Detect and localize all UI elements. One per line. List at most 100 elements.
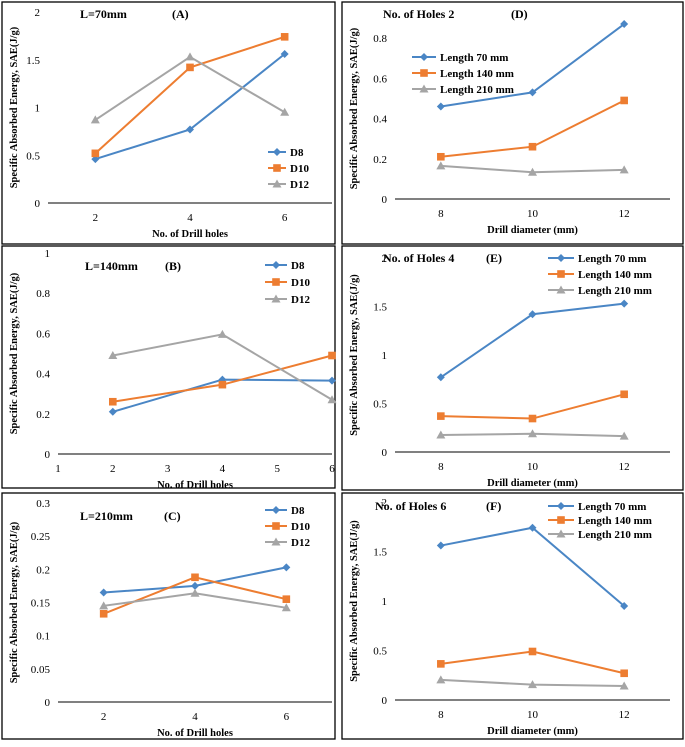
legend-marker bbox=[272, 179, 282, 188]
y-tick-label: 1.5 bbox=[26, 55, 40, 67]
legend-marker bbox=[272, 506, 280, 514]
y-tick-label: 0 bbox=[382, 695, 388, 707]
y-tick-label: 0.6 bbox=[36, 328, 50, 340]
series-d8 bbox=[99, 563, 291, 597]
data-point bbox=[619, 431, 629, 440]
chart-c: 0 0.05 0.1 0.15 0.2 0.25 0.3 2 4 6 No. of Drill ho… bbox=[1, 492, 336, 740]
chart-a: 0 0.5 1 1.5 2 2 4 6 No. of Drill holes Specific A… bbox=[1, 1, 336, 245]
y-axis-label-f: Specific Absorbed Energy, SAE(J/g) bbox=[349, 520, 360, 682]
series-d12 bbox=[90, 52, 290, 124]
chart-title-f: No. of Holes 6 bbox=[375, 499, 446, 513]
x-tick-label: 4 bbox=[187, 212, 193, 224]
series-length-210-mm bbox=[436, 161, 629, 176]
panel-a-border bbox=[1, 1, 336, 245]
legend-label: D12 bbox=[291, 537, 310, 549]
data-point bbox=[437, 412, 445, 420]
legend-marker bbox=[556, 529, 566, 538]
legend-label: Length 210 mm bbox=[578, 529, 652, 541]
data-point bbox=[90, 115, 100, 124]
y-tick-label: 1 bbox=[382, 350, 388, 362]
series-length-70-mm bbox=[436, 299, 629, 382]
x-tick-label: 8 bbox=[438, 709, 444, 721]
legend-marker bbox=[271, 537, 281, 546]
y-tick-label: 2 bbox=[382, 497, 388, 509]
y-tick-label: 1.5 bbox=[373, 547, 387, 559]
legend-b: D8 D10 D12 bbox=[265, 260, 310, 306]
data-point bbox=[280, 33, 289, 41]
data-point bbox=[108, 407, 117, 416]
y-tick-label: 1.5 bbox=[373, 302, 387, 314]
data-point bbox=[436, 541, 445, 550]
y-tick-label: 0.2 bbox=[36, 564, 50, 576]
data-point bbox=[217, 329, 227, 338]
data-point bbox=[280, 107, 290, 116]
data-point bbox=[436, 373, 445, 382]
y-tick-label: 0.15 bbox=[31, 598, 51, 610]
data-point bbox=[620, 390, 628, 399]
x-tick-label: 8 bbox=[438, 461, 444, 473]
y-tick-label: 1 bbox=[35, 103, 41, 115]
x-tick-label: 10 bbox=[527, 461, 539, 473]
x-tick-label: 10 bbox=[527, 709, 539, 721]
x-tick-label: 3 bbox=[165, 463, 171, 475]
data-point bbox=[620, 299, 629, 308]
y-tick-label: 0.8 bbox=[36, 288, 50, 300]
data-point bbox=[108, 351, 118, 360]
data-point bbox=[109, 397, 117, 406]
y-axis-label-b: Specific Absorbed Energy, SAE(J/g) bbox=[9, 272, 20, 434]
panel-e-border bbox=[341, 245, 684, 491]
data-point bbox=[191, 581, 199, 590]
x-tick-label: 2 bbox=[93, 212, 99, 224]
panel-label-a: (A) bbox=[172, 7, 189, 21]
legend-marker bbox=[272, 522, 280, 530]
y-tick-label: 0.3 bbox=[36, 498, 50, 510]
y-tick-label: 0.5 bbox=[373, 646, 387, 658]
data-point bbox=[281, 603, 291, 612]
series-length-70-mm bbox=[436, 523, 629, 610]
y-tick-label: 2 bbox=[35, 7, 41, 19]
x-tick-label: 6 bbox=[329, 463, 335, 475]
legend-label: Length 70 mm bbox=[440, 52, 508, 64]
y-tick-label: 0.5 bbox=[373, 399, 387, 411]
chart-title-c: L=210mm bbox=[80, 509, 133, 523]
panel-d-border bbox=[341, 1, 684, 245]
data-point bbox=[620, 96, 628, 105]
data-point bbox=[436, 675, 446, 684]
legend-e: Length 70 mm Length 140 mm Length 210 mm bbox=[548, 253, 652, 297]
data-point bbox=[436, 161, 446, 170]
legend-marker bbox=[420, 69, 428, 77]
x-tick-label: 6 bbox=[282, 212, 288, 224]
chart-title-b: L=140mm bbox=[85, 259, 138, 273]
panel-f-border bbox=[341, 492, 684, 740]
y-tick-label: 0 bbox=[45, 697, 51, 709]
legend-a: D8 D10 D12 bbox=[268, 147, 309, 191]
x-tick-label: 5 bbox=[274, 463, 280, 475]
y-tick-label: 0.4 bbox=[36, 369, 50, 381]
legend-marker bbox=[419, 84, 429, 93]
legend-label: Length 140 mm bbox=[578, 269, 652, 281]
legend-label: Length 70 mm bbox=[578, 253, 646, 265]
y-tick-label: 0.6 bbox=[373, 73, 387, 85]
legend-marker bbox=[273, 148, 281, 156]
data-point bbox=[328, 351, 336, 360]
legend-marker bbox=[420, 53, 428, 61]
series-d12 bbox=[99, 588, 291, 612]
legend-marker bbox=[556, 285, 566, 294]
x-axis-label-e: Drill diameter (mm) bbox=[487, 478, 578, 489]
legend-marker bbox=[557, 254, 565, 262]
y-tick-label: 0.5 bbox=[26, 150, 40, 162]
y-tick-label: 0.25 bbox=[31, 531, 51, 543]
legend-marker bbox=[272, 278, 280, 286]
panel-label-b: (B) bbox=[165, 259, 181, 273]
legend-label: D10 bbox=[291, 277, 310, 289]
y-tick-label: 0.2 bbox=[373, 154, 387, 166]
data-point bbox=[619, 165, 629, 174]
legend-label: D8 bbox=[290, 147, 304, 159]
y-tick-label: 0.2 bbox=[36, 409, 50, 421]
x-tick-label: 12 bbox=[619, 709, 630, 721]
legend-marker bbox=[557, 502, 565, 510]
series-length-140-mm bbox=[437, 647, 628, 678]
data-point bbox=[437, 152, 445, 161]
y-axis-label-d: Specific Absorbed Energy, SAE(J/g) bbox=[349, 27, 360, 189]
legend-label: Length 210 mm bbox=[440, 84, 514, 96]
